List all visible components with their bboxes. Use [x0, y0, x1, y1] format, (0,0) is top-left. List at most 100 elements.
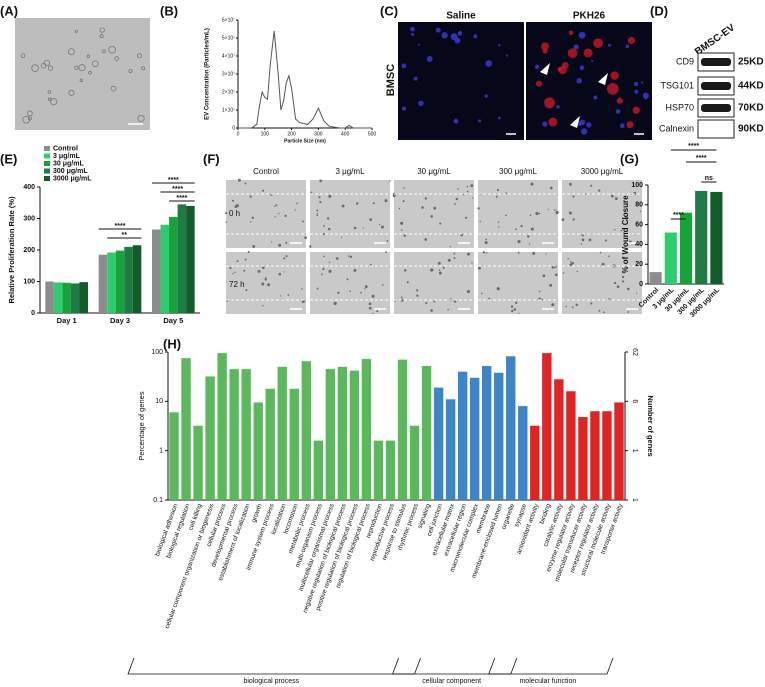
cell [497, 221, 500, 223]
y-tick-label: 200 [23, 247, 35, 254]
x-tick-label: 200 [287, 131, 296, 137]
row-label: 0 h [229, 209, 240, 218]
cell [301, 288, 303, 290]
y-tick-label: 100 [631, 182, 643, 189]
cell [515, 301, 518, 305]
cell [488, 297, 491, 300]
cell [599, 251, 602, 254]
bar [124, 246, 133, 313]
cell [466, 190, 469, 193]
cell [381, 284, 384, 286]
cell [372, 312, 374, 315]
bar [229, 369, 239, 500]
bar [337, 366, 348, 500]
cell [278, 212, 280, 215]
cell [261, 282, 265, 286]
significance-label: ns [705, 175, 713, 182]
legend-swatch [44, 176, 50, 181]
nucleus [498, 116, 501, 120]
bar [169, 216, 178, 313]
y2-tick-label: 6 [631, 399, 638, 403]
cell [234, 271, 236, 274]
cell [274, 216, 276, 218]
cell [616, 285, 620, 289]
significance-label: **** [176, 195, 187, 202]
x-tick-label: 0 [237, 131, 240, 137]
cell [403, 234, 406, 237]
group-bracket [392, 657, 518, 675]
bar [98, 254, 108, 313]
cell [267, 283, 271, 287]
cell [449, 245, 452, 248]
bar [177, 204, 187, 313]
cell [316, 213, 319, 215]
nucleus [578, 31, 586, 39]
wound-image [562, 252, 642, 314]
bar [241, 369, 251, 500]
cell [364, 285, 368, 289]
x-axis-label: Particle Size (nm) [284, 138, 326, 144]
vesicle [27, 116, 32, 121]
bar [385, 440, 396, 500]
cell [513, 308, 517, 311]
cell [590, 184, 593, 187]
cell [614, 228, 616, 231]
bar [107, 252, 116, 313]
bar [70, 283, 80, 313]
cell [515, 228, 517, 231]
cell [283, 257, 286, 260]
y-tick-label: 100 [151, 349, 163, 356]
cell [604, 239, 607, 242]
cell [275, 204, 278, 207]
cell [572, 218, 575, 221]
cell [279, 295, 282, 297]
cell [328, 194, 332, 198]
cell [433, 300, 436, 303]
group-bracket [127, 657, 421, 675]
cell [447, 308, 449, 311]
vesicle [86, 54, 91, 59]
cell [245, 289, 248, 292]
y-tick-label: 80 [635, 202, 643, 209]
cell [571, 261, 574, 265]
cell [394, 300, 396, 302]
vesicle [74, 65, 79, 70]
vesicle [137, 114, 145, 122]
cell [477, 207, 480, 210]
legend-swatch [44, 146, 50, 151]
cell [232, 199, 235, 202]
micrograph [15, 18, 150, 130]
cell [368, 302, 372, 306]
cell [229, 266, 232, 270]
group-label: cellular component [422, 678, 481, 685]
blot-band [701, 58, 731, 66]
x-tick-label: Day 1 [57, 316, 77, 325]
cell [554, 273, 558, 277]
cell [520, 224, 523, 228]
weight-label: 90KD [738, 124, 764, 135]
y-axis-label: EV Concentration (Particles/mL) [205, 28, 211, 120]
x-tick-label: 300 [314, 131, 323, 137]
bar [649, 272, 662, 284]
cell [457, 188, 459, 190]
cell [580, 243, 583, 245]
y-tick-label: 10 [155, 398, 163, 405]
cell [480, 292, 483, 295]
cell [532, 251, 536, 255]
cell [518, 312, 520, 314]
cell [355, 202, 359, 205]
cell [236, 260, 239, 263]
panel-label: (A) [0, 3, 18, 18]
bar [373, 440, 384, 500]
bar [695, 190, 708, 284]
cell [453, 300, 457, 303]
cell [232, 273, 234, 275]
cell [224, 212, 228, 215]
vesicle [88, 70, 92, 75]
cell [244, 182, 247, 185]
vesicle [50, 98, 58, 106]
pkh26-signal [568, 30, 574, 35]
bar [325, 369, 336, 500]
pkh26-signal [535, 80, 543, 87]
bar [421, 366, 432, 500]
